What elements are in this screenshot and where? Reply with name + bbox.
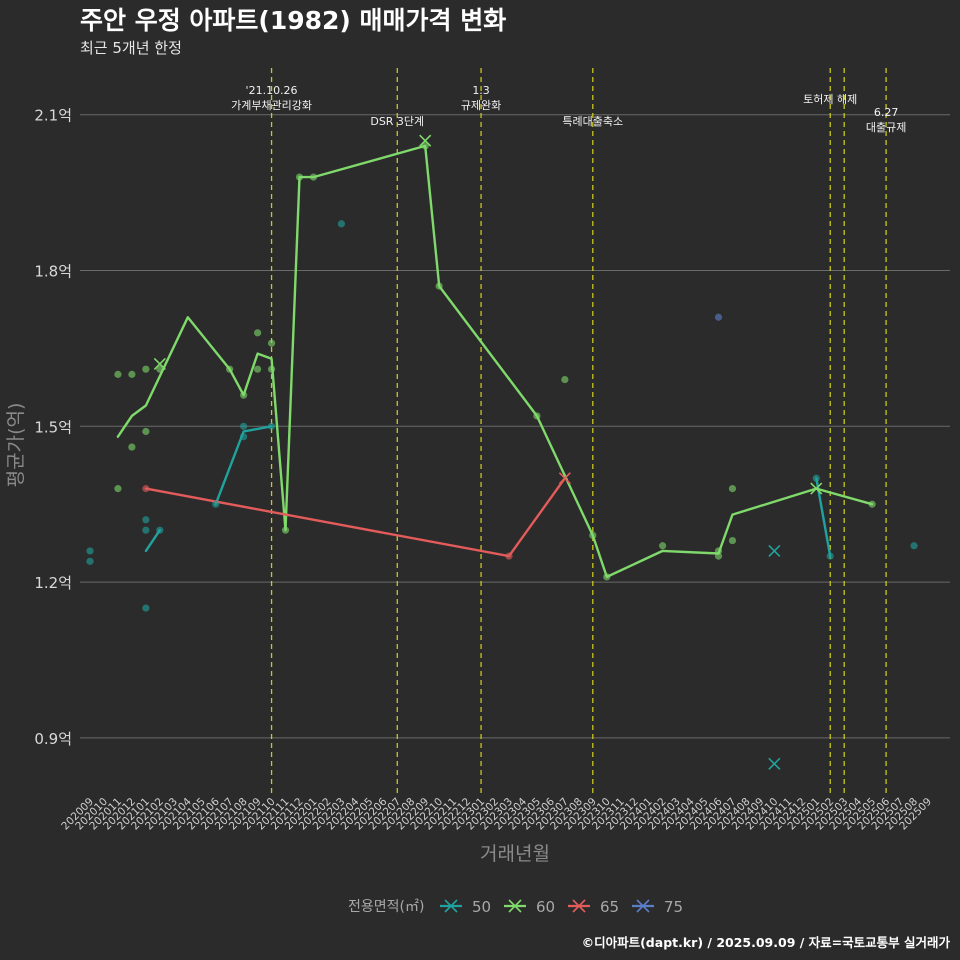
data-point-50	[240, 433, 248, 441]
data-point-60	[156, 365, 164, 373]
series-line-50	[144, 529, 162, 553]
data-point-50	[156, 526, 164, 534]
cross-marker-60	[419, 134, 432, 147]
chart-title: 주안 우정 아파트(1982) 매매가격 변화	[80, 6, 506, 35]
y-tick-label: 1.2억	[34, 574, 72, 592]
data-point-60	[254, 329, 262, 337]
cross-marker-60	[153, 357, 166, 371]
data-point-50	[337, 220, 345, 228]
data-point-60	[128, 443, 136, 451]
data-point-60	[226, 365, 234, 373]
x-axis-ticks: 2020092020102020112020122021012021022021…	[59, 795, 934, 832]
event-label: 1.3 규제완화	[461, 84, 501, 112]
data-point-60	[142, 427, 150, 436]
data-point-60	[114, 370, 122, 378]
legend-label-75: 75	[664, 898, 683, 916]
data-point-60	[254, 365, 262, 373]
legend-title: 전용면적(㎡)	[348, 899, 424, 915]
event-label: 6.27 대출규제	[866, 106, 906, 134]
cross-marker-60	[810, 482, 823, 495]
event-label: DSR 3단계	[370, 115, 424, 128]
data-point-50	[142, 526, 150, 534]
data-point-50	[86, 547, 94, 555]
data-point-60	[728, 485, 737, 493]
data-point-60	[728, 536, 737, 545]
data-point-60	[868, 500, 876, 508]
x-axis-title: 거래년월	[480, 843, 550, 865]
data-point-50	[910, 542, 918, 550]
data-point-60	[267, 365, 276, 373]
data-point-50	[142, 604, 150, 612]
data-point-60	[659, 542, 667, 550]
data-point-60	[142, 365, 150, 373]
legend-label-65: 65	[600, 898, 619, 916]
legend-label-60: 60	[536, 898, 555, 916]
data-point-60	[533, 412, 541, 420]
y-tick-label: 2.1억	[34, 107, 72, 125]
event-label: 토허제 해제	[803, 92, 857, 106]
caption: ©디아파트(dapt.kr) / 2025.09.09 / 자료=국토교통부 실…	[582, 935, 951, 950]
data-point-60	[561, 375, 569, 384]
data-point-50	[826, 552, 834, 560]
series-line-60	[116, 144, 874, 579]
data-point-60	[714, 552, 723, 560]
data-point-60	[421, 142, 429, 150]
data-point-60	[714, 547, 723, 555]
y-axis-ticks: 0.9억 1.2억 1.5억 1.8억 2.1억	[34, 107, 72, 748]
data-point-50	[142, 516, 150, 524]
data-point-50	[240, 422, 248, 430]
data-point-60	[435, 282, 443, 290]
series-line-65	[144, 477, 567, 558]
event-label: 특례대출축소	[562, 115, 623, 128]
y-tick-label: 1.8억	[34, 263, 72, 281]
y-tick-label: 0.9억	[34, 730, 72, 748]
legend-key-cross-60	[508, 899, 522, 913]
legend-key-cross-50	[444, 899, 458, 913]
data-point-50	[212, 500, 220, 508]
data-point-60	[589, 531, 597, 539]
data-point-60	[603, 573, 611, 581]
series-points	[86, 134, 918, 770]
data-point-50	[812, 474, 820, 482]
legend: 전용면적(㎡) 50 60 65 75	[348, 898, 683, 916]
data-point-65	[505, 552, 513, 560]
data-point-50	[267, 422, 276, 430]
data-point-50	[86, 557, 94, 565]
data-point-60	[128, 370, 136, 378]
chart-subtitle: 최근 5개년 한정	[80, 39, 182, 57]
legend-label-50: 50	[472, 898, 491, 916]
event-label: '21.10.26 가계부채관리강화	[231, 84, 312, 112]
data-point-65	[142, 485, 150, 493]
data-point-60	[309, 173, 318, 181]
data-point-60	[295, 173, 304, 181]
data-point-75	[714, 313, 723, 321]
legend-key-cross-75	[636, 899, 650, 913]
series-lines	[116, 144, 874, 579]
data-point-60	[114, 485, 122, 493]
data-point-60	[240, 391, 248, 399]
data-point-60	[281, 526, 290, 534]
legend-key-cross-65	[572, 899, 586, 913]
series-line-50	[214, 425, 273, 506]
data-point-60	[267, 339, 276, 347]
cross-marker-50	[768, 757, 781, 770]
cross-marker-65	[558, 472, 571, 485]
y-tick-label: 1.5억	[34, 418, 72, 436]
y-axis-title: 평균가(억)	[5, 403, 27, 488]
cross-marker-50	[768, 544, 781, 558]
gridlines	[80, 114, 950, 739]
